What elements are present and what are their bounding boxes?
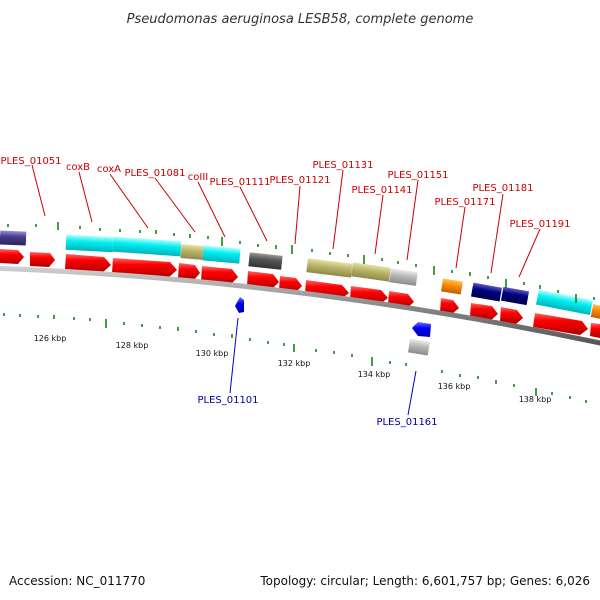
gene-label[interactable]: coIII bbox=[188, 172, 208, 183]
cds-arrow[interactable] bbox=[178, 263, 200, 280]
tick-marks-layer bbox=[3, 222, 595, 403]
reverse-label-leaders bbox=[229, 317, 417, 416]
gene-label-leaders bbox=[31, 164, 541, 278]
cds-arrow[interactable] bbox=[440, 298, 459, 314]
map-title: Pseudomonas aeruginosa LESB58, complete … bbox=[127, 12, 474, 27]
cds-arrow[interactable] bbox=[500, 307, 523, 324]
feature-box-light[interactable] bbox=[389, 268, 418, 286]
cds-arrow[interactable] bbox=[470, 303, 498, 320]
gene-label[interactable]: PLES_01191 bbox=[509, 219, 570, 230]
feature-box-navy-2[interactable] bbox=[500, 286, 530, 306]
feature-box-cyan-end[interactable] bbox=[535, 289, 593, 316]
reverse-strand-layer bbox=[235, 297, 431, 356]
cds-arrow[interactable] bbox=[590, 323, 600, 338]
position-tick-label: 132 kbp bbox=[278, 359, 311, 368]
accession-text: Accession: NC_011770 bbox=[9, 574, 145, 588]
reverse-gene-arrow[interactable] bbox=[412, 322, 431, 337]
cds-arrow[interactable] bbox=[0, 249, 24, 264]
cds-arrow[interactable] bbox=[30, 252, 55, 267]
genome-backbone bbox=[0, 265, 600, 346]
feature-box-slate[interactable] bbox=[0, 230, 27, 246]
feature-box-coxb[interactable] bbox=[65, 234, 114, 253]
position-tick-label: 136 kbp bbox=[438, 382, 471, 391]
position-tick-label: 126 kbp bbox=[34, 334, 67, 343]
gene-label[interactable]: PLES_01181 bbox=[472, 183, 533, 194]
cds-arrow[interactable] bbox=[112, 258, 177, 277]
cds-arrow[interactable] bbox=[201, 266, 238, 284]
feature-box-dark[interactable] bbox=[248, 252, 283, 270]
cds-arrow[interactable] bbox=[65, 254, 111, 272]
feature-box-khaki-3[interactable] bbox=[351, 262, 391, 282]
gene-labels: PLES_01051 coxB coxA PLES_01081 coIII PL… bbox=[0, 156, 570, 428]
position-tick-label: 138 kbp bbox=[519, 395, 552, 404]
gene-label[interactable]: PLES_01151 bbox=[387, 170, 448, 181]
position-scale: 126 kbp 128 kbp 130 kbp 132 kbp 134 kbp … bbox=[34, 334, 552, 404]
reverse-feature-light[interactable] bbox=[408, 338, 430, 356]
position-tick-label: 128 kbp bbox=[116, 341, 149, 350]
position-tick-label: 130 kbp bbox=[196, 349, 229, 358]
feature-layer bbox=[0, 230, 600, 319]
feature-box-khaki-1[interactable] bbox=[180, 244, 204, 260]
gene-label[interactable]: coxA bbox=[97, 164, 121, 175]
feature-box-coiii[interactable] bbox=[202, 245, 241, 264]
gene-label[interactable]: PLES_01131 bbox=[312, 160, 373, 171]
position-tick-label: 134 kbp bbox=[358, 370, 391, 379]
reverse-gene-arrow[interactable] bbox=[235, 297, 244, 313]
feature-box-orange[interactable] bbox=[441, 278, 463, 295]
gene-label[interactable]: PLES_01051 bbox=[0, 156, 61, 167]
gene-label[interactable]: PLES_01111 bbox=[209, 177, 270, 188]
gene-label[interactable]: PLES_01081 bbox=[124, 168, 185, 179]
gene-label[interactable]: PLES_01161 bbox=[376, 417, 437, 428]
gene-label[interactable]: PLES_01141 bbox=[351, 185, 412, 196]
feature-box-navy-1[interactable] bbox=[470, 282, 502, 302]
feature-box-coxa[interactable] bbox=[112, 236, 182, 257]
feature-box-orange-end[interactable] bbox=[590, 304, 600, 319]
cds-arrow[interactable] bbox=[533, 313, 588, 335]
gene-label[interactable]: coxB bbox=[66, 162, 90, 173]
feature-box-khaki-2[interactable] bbox=[306, 258, 353, 278]
genome-summary-text: Topology: circular; Length: 6,601,757 bp… bbox=[259, 574, 590, 588]
cds-arrow[interactable] bbox=[247, 271, 279, 289]
gene-label[interactable]: PLES_01121 bbox=[269, 175, 330, 186]
gene-label[interactable]: PLES_01171 bbox=[434, 197, 495, 208]
gene-label[interactable]: PLES_01101 bbox=[197, 395, 258, 406]
